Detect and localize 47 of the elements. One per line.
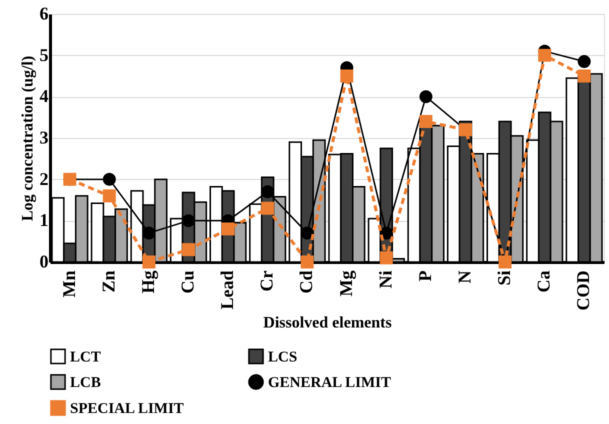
point (578, 55, 591, 68)
x-tick-label: Si (494, 270, 514, 286)
point (578, 70, 591, 82)
x-axis-title: Dissolved elements (263, 314, 392, 332)
point (380, 251, 393, 264)
point (182, 243, 195, 256)
point (538, 48, 552, 62)
x-tick-label: COD (573, 270, 594, 310)
y-tick-label: 6 (40, 4, 48, 24)
legend-label: LCS (268, 349, 298, 366)
point (419, 114, 432, 128)
point (142, 256, 156, 268)
point (380, 226, 393, 240)
x-tick-label: Mg (336, 270, 356, 296)
point (142, 226, 156, 240)
point (182, 214, 195, 228)
x-tick-label: Mn (58, 270, 79, 298)
y-axis-title: Log concentration (ug/l) (20, 56, 36, 222)
point (340, 70, 354, 82)
y-tick-label: 1 (40, 210, 48, 230)
x-tick-label: Hg (138, 270, 158, 294)
y-tick-label: 4 (40, 86, 48, 106)
x-tick-label: Ni (375, 270, 396, 288)
x-tick-label: Zn (98, 270, 118, 293)
y-tick-label: 2 (40, 168, 48, 189)
legend-label: LCB (70, 375, 101, 391)
x-tick-label: Cr (256, 270, 277, 292)
y-tick-label: 3 (40, 128, 48, 148)
point (419, 90, 432, 104)
point (222, 222, 235, 236)
point (300, 226, 314, 240)
y-tick-label: 0 (40, 252, 48, 272)
point (102, 172, 116, 186)
x-tick-label: Ca (534, 270, 554, 292)
legend-label: LCT (70, 349, 101, 366)
point (102, 189, 116, 202)
x-tick-label: Cd (296, 270, 316, 294)
point (261, 185, 274, 198)
x-tick-label: Cu (178, 270, 198, 294)
legend-label: GENERAL LIMIT (268, 375, 391, 391)
y-tick-label: 5 (40, 44, 48, 65)
x-tick-label: Lead (217, 270, 238, 310)
x-tick-label: P (414, 270, 435, 282)
point (261, 202, 274, 215)
point (300, 256, 314, 268)
x-tick-label: N (454, 270, 474, 284)
legend-label: SPECIAL LIMIT (70, 401, 184, 417)
